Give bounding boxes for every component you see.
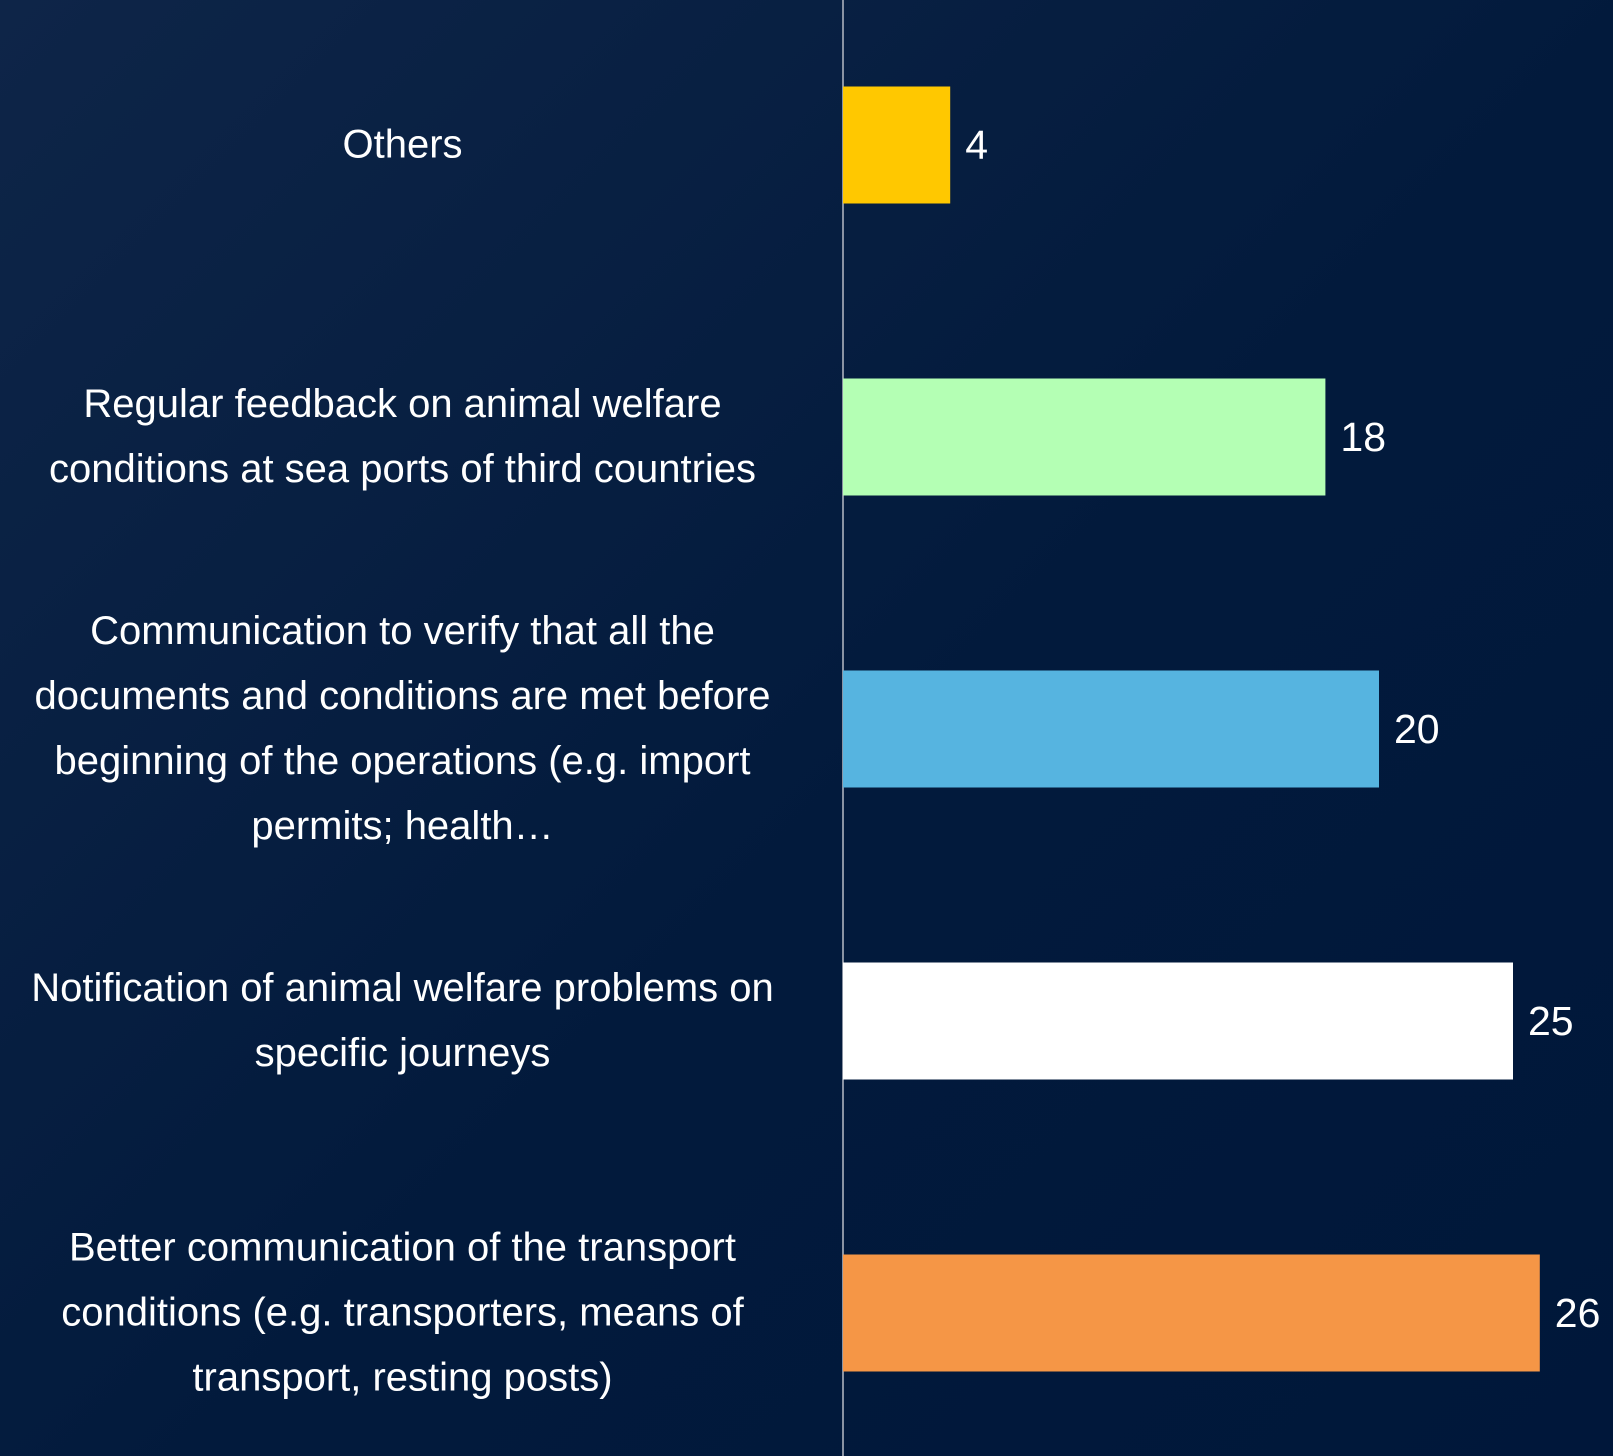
bar	[843, 962, 1513, 1080]
bar	[843, 378, 1326, 496]
value-label: 18	[1340, 414, 1386, 460]
bar	[843, 1254, 1540, 1372]
category-label: Regular feedback on animal welfare condi…	[48, 382, 757, 491]
category-label: Better communication of the transport co…	[61, 1225, 744, 1400]
value-label: 4	[965, 122, 988, 168]
value-label: 25	[1528, 998, 1574, 1044]
value-label: 26	[1555, 1290, 1601, 1336]
category-label: Communication to verify that all the doc…	[34, 609, 771, 848]
category-label: Notification of animal welfare problems …	[31, 966, 774, 1075]
value-label: 20	[1394, 706, 1440, 752]
bar	[843, 670, 1379, 788]
category-label: Others	[342, 122, 463, 167]
bar	[843, 86, 951, 204]
